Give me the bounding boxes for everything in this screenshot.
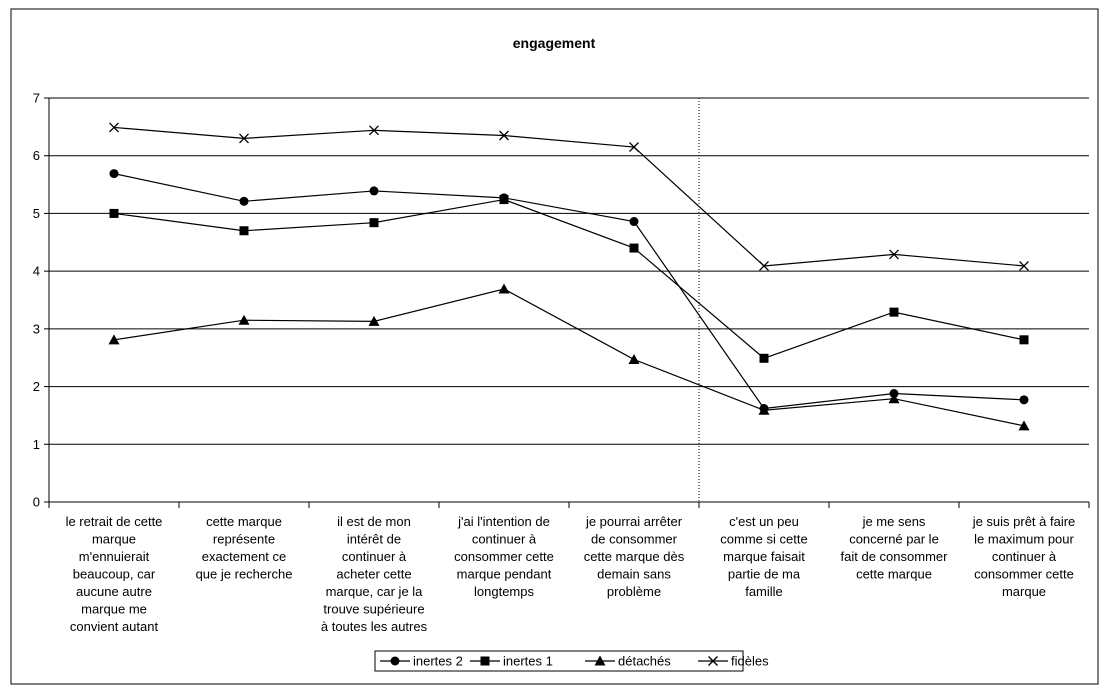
data-point-detaches: [108, 334, 120, 345]
x-marker-stroke: [889, 249, 899, 260]
y-tick-label: 3: [33, 321, 40, 336]
y-tick-label: 4: [33, 264, 40, 279]
series-line-fideles: [113, 126, 1025, 267]
data-point-inertes-1: [499, 195, 509, 205]
chart-border: [10, 8, 1099, 685]
data-point-fideles: [759, 260, 769, 271]
x-marker-stroke: [629, 142, 639, 153]
legend-box: [374, 650, 744, 672]
data-point-fideles: [369, 125, 379, 136]
data-point-fideles: [109, 122, 119, 133]
axes: 0 1 2 3 4 5 6 7 le retrait de cette marque m'ennui…: [33, 91, 1090, 634]
data-point-detaches: [498, 283, 510, 294]
data-point-inertes-1: [109, 208, 119, 218]
legend-label-inertes-2: inertes 2: [413, 654, 463, 669]
legend-marker-fideles: [708, 656, 718, 666]
data-point-fideles: [889, 249, 899, 260]
series-line-inertes-1: [113, 198, 1025, 359]
data-point-inertes-1: [239, 226, 249, 236]
data-point-detaches: [628, 353, 640, 364]
legend-label-fideles: fidèles: [731, 654, 769, 669]
data-point-inertes-2: [629, 217, 639, 227]
x-category-label: je me sens concerné par le fait de consomm…: [841, 514, 949, 582]
y-tick-label: 1: [33, 437, 40, 452]
data-point-inertes-2: [1019, 395, 1029, 405]
x-marker-stroke: [759, 260, 769, 271]
x-marker-stroke: [499, 130, 509, 141]
data-point-fideles: [499, 130, 509, 141]
data-point-detaches: [888, 393, 900, 404]
data-point-inertes-2: [239, 196, 249, 206]
x-marker-stroke: [708, 656, 718, 666]
data-point-inertes-1: [759, 353, 769, 363]
x-category-label: je suis prêt à faire le maximum pour conti…: [972, 514, 1076, 599]
x-category-label: cette marque représente exactement ce que j…: [196, 514, 293, 582]
data-point-detaches: [1018, 420, 1030, 431]
y-tick-label: 6: [33, 148, 40, 163]
data-point-inertes-1: [629, 243, 639, 253]
legend-label-inertes-1: inertes 1: [503, 654, 553, 669]
data-point-detaches: [368, 315, 380, 326]
legend: inertes 2 inertes 1 détachés fidèles: [374, 650, 769, 672]
series-line-detaches: [113, 288, 1025, 427]
y-tick-label: 7: [33, 91, 40, 106]
chart-title: engagement: [513, 35, 596, 51]
y-tick-label: 5: [33, 206, 40, 221]
x-category-label: le retrait de cette marque m'ennuierait bea…: [66, 514, 163, 634]
data-point-inertes-1: [369, 218, 379, 228]
x-marker-stroke: [239, 133, 249, 144]
data-point-detaches: [758, 404, 770, 415]
y-tick-label: 2: [33, 379, 40, 394]
series-line-inertes-2: [113, 173, 1025, 410]
x-category-label: j'ai l'intention de continuer à consommer …: [454, 514, 554, 599]
legend-marker-inertes-1: [480, 656, 490, 666]
x-category-label: il est de mon intérêt de continuer à achete…: [321, 514, 428, 634]
data-point-fideles: [629, 142, 639, 153]
data-point-inertes-2: [369, 186, 379, 196]
gridlines: [49, 97, 1089, 502]
data-point-inertes-1: [1019, 335, 1029, 345]
x-category-label: c'est un peu comme si cette marque faisait…: [720, 514, 807, 599]
series-group: [108, 122, 1030, 431]
x-marker-stroke: [369, 125, 379, 136]
y-tick-label: 0: [33, 495, 40, 510]
data-point-inertes-2: [109, 169, 119, 179]
data-point-detaches: [238, 314, 250, 325]
legend-marker-detaches: [594, 655, 606, 666]
data-point-fideles: [239, 133, 249, 144]
x-marker-stroke: [109, 122, 119, 133]
data-point-fideles: [1019, 260, 1029, 271]
legend-marker-inertes-2: [390, 656, 400, 666]
x-category-label: je pourrai arrêter de consommer cette marq…: [584, 514, 685, 599]
x-marker-stroke: [1019, 260, 1029, 271]
legend-label-detaches: détachés: [618, 654, 671, 669]
data-point-inertes-1: [889, 307, 899, 317]
